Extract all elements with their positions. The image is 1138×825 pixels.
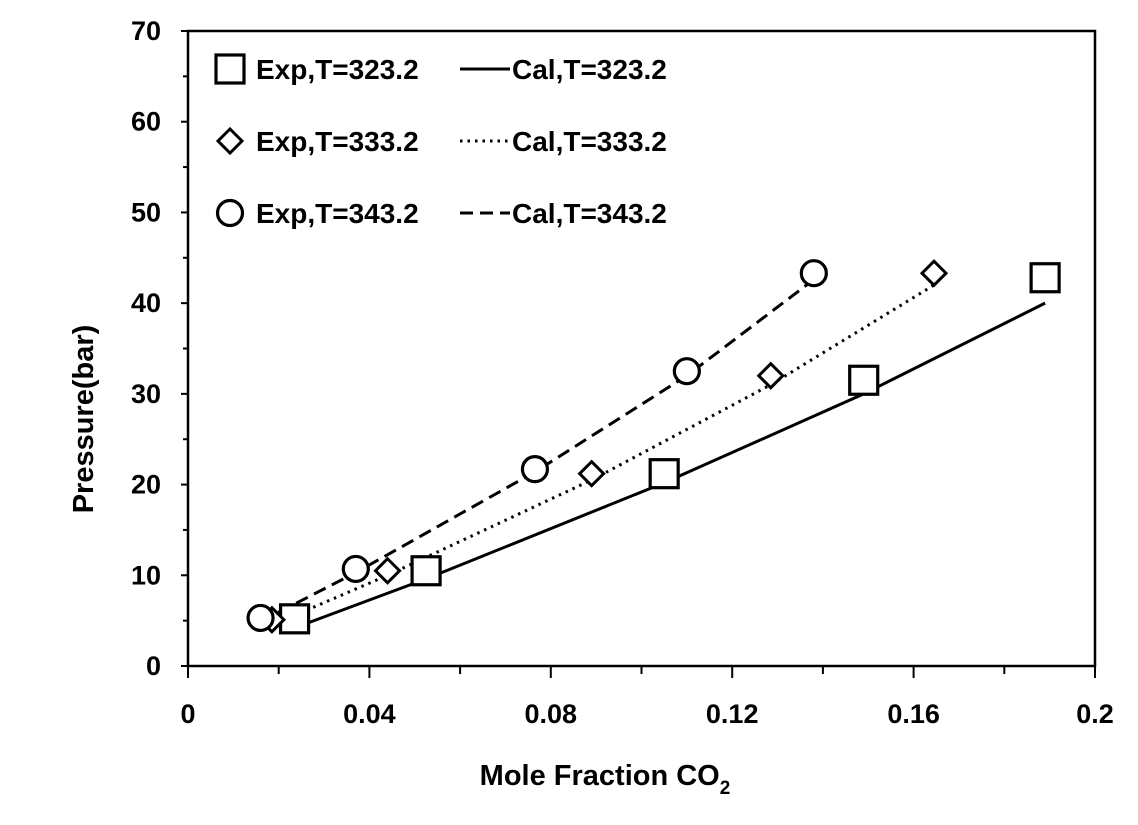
y-tick-label: 50 [131, 197, 161, 227]
series-markers [246, 259, 1061, 635]
data-point-diamond [373, 556, 402, 585]
y-tick-label: 10 [131, 560, 161, 590]
data-point-circle [341, 554, 370, 584]
x-tick-label: 0 [180, 699, 195, 729]
series-lines [259, 278, 1046, 630]
data-point-diamond [919, 259, 949, 288]
legend-symbol-circle [215, 198, 245, 228]
y-tick-label: 20 [131, 470, 161, 500]
data-point-square [410, 555, 442, 587]
legend-label: Cal,T=323.2 [512, 54, 667, 85]
data-point-diamond [577, 459, 606, 488]
series-line-Cal,T=333.2 [271, 283, 935, 627]
data-point-diamond [756, 361, 785, 390]
data-point-circle [672, 357, 701, 386]
legend-label: Exp,T=343.2 [256, 198, 419, 229]
legend: Exp,T=323.2 Cal,T=323.2 Exp,T=333.2 Cal,T=3… [214, 53, 667, 229]
data-point-square [848, 364, 880, 396]
data-point-square [648, 458, 680, 490]
data-point-square [1029, 262, 1061, 294]
x-axis-title-subscript: 2 [720, 778, 731, 799]
x-tick-label: 0.16 [887, 699, 940, 729]
data-point-circle [520, 455, 550, 484]
legend-label: Exp,T=333.2 [256, 126, 419, 157]
legend-label: Cal,T=333.2 [512, 126, 667, 157]
data-point-circle [799, 259, 828, 288]
x-tick-label: 0.2 [1076, 699, 1114, 729]
x-axis-title: Mole Fraction CO2 [480, 760, 731, 799]
x-tick-label: 0.04 [343, 699, 396, 729]
legend-label: Cal,T=343.2 [512, 198, 667, 229]
data-point-square [278, 603, 311, 635]
legend-symbol-square [214, 53, 246, 85]
data-point-circle [246, 603, 275, 633]
legend-symbol-diamond [215, 126, 245, 156]
legend-label: Exp,T=323.2 [256, 54, 419, 85]
y-tick-label: 0 [146, 651, 161, 681]
x-tick-label: 0.12 [706, 699, 759, 729]
y-axis-title: Pressure(bar) [68, 325, 100, 514]
axes: 0 10 20 30 40 50 60 70 0 0.04 0.08 0.12 0.16 0.2 [131, 16, 1114, 729]
x-tick-label: 0.08 [525, 699, 578, 729]
y-tick-label: 40 [131, 288, 161, 318]
y-tick-label: 70 [131, 16, 161, 46]
y-tick-label: 30 [131, 379, 161, 409]
x-axis-title-text: Mole Fraction CO [480, 760, 720, 792]
y-tick-label: 60 [131, 107, 161, 137]
